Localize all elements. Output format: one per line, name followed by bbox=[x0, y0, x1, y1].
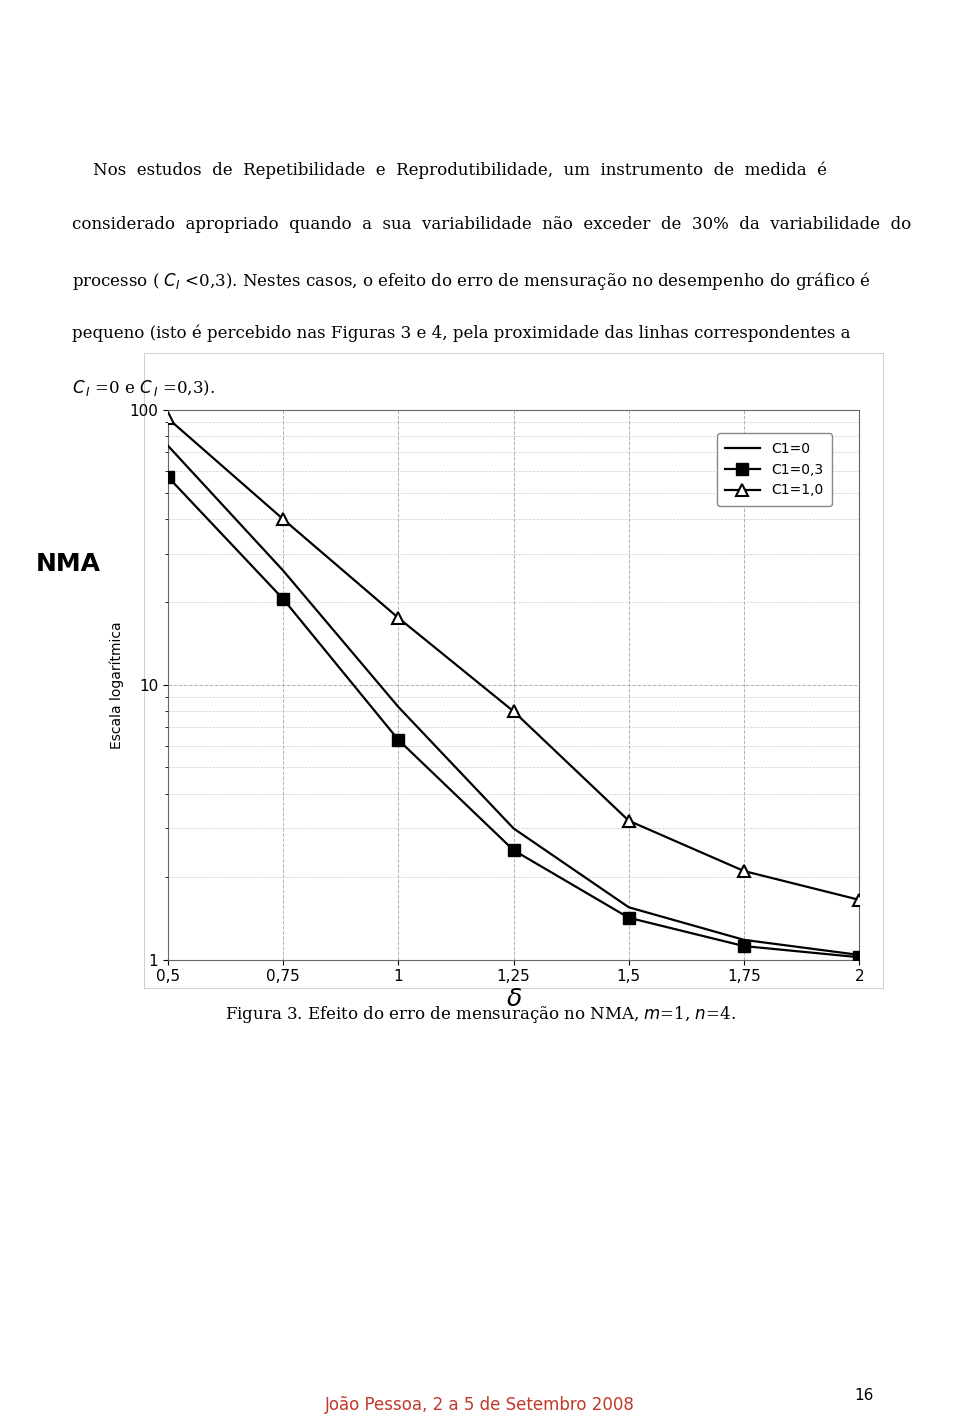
Text: $C_{\,I}$ =0 e $C_{\,I}$ =0,3).: $C_{\,I}$ =0 e $C_{\,I}$ =0,3). bbox=[72, 378, 215, 398]
Text: pequeno (isto é percebido nas Figuras 3 e 4, pela proximidade das linhas corresp: pequeno (isto é percebido nas Figuras 3 … bbox=[72, 324, 851, 341]
Y-axis label: Escala logarítmica: Escala logarítmica bbox=[109, 621, 124, 748]
Text: considerado  apropriado  quando  a  sua  variabilidade  não  exceder  de  30%  d: considerado apropriado quando a sua vari… bbox=[72, 216, 911, 233]
Text: 16: 16 bbox=[854, 1388, 874, 1402]
X-axis label: $\delta$: $\delta$ bbox=[506, 987, 521, 1011]
Legend: C1=0, C1=0,3, C1=1,0: C1=0, C1=0,3, C1=1,0 bbox=[717, 433, 831, 506]
Text: NMA: NMA bbox=[36, 551, 100, 575]
Text: Figura 3. Efeito do erro de mensuração no NMA, $m$=1, $n$=4.: Figura 3. Efeito do erro de mensuração n… bbox=[225, 1004, 735, 1025]
Text: João Pessoa, 2 a 5 de Setembro 2008: João Pessoa, 2 a 5 de Setembro 2008 bbox=[325, 1397, 635, 1414]
Text: processo ( $C_I$ <0,3). Nestes casos, o efeito do erro de mensuração no desempen: processo ( $C_I$ <0,3). Nestes casos, o … bbox=[72, 270, 871, 291]
Text: Nos  estudos  de  Repetibilidade  e  Reprodutibilidade,  um  instrumento  de  me: Nos estudos de Repetibilidade e Reprodut… bbox=[72, 161, 827, 178]
